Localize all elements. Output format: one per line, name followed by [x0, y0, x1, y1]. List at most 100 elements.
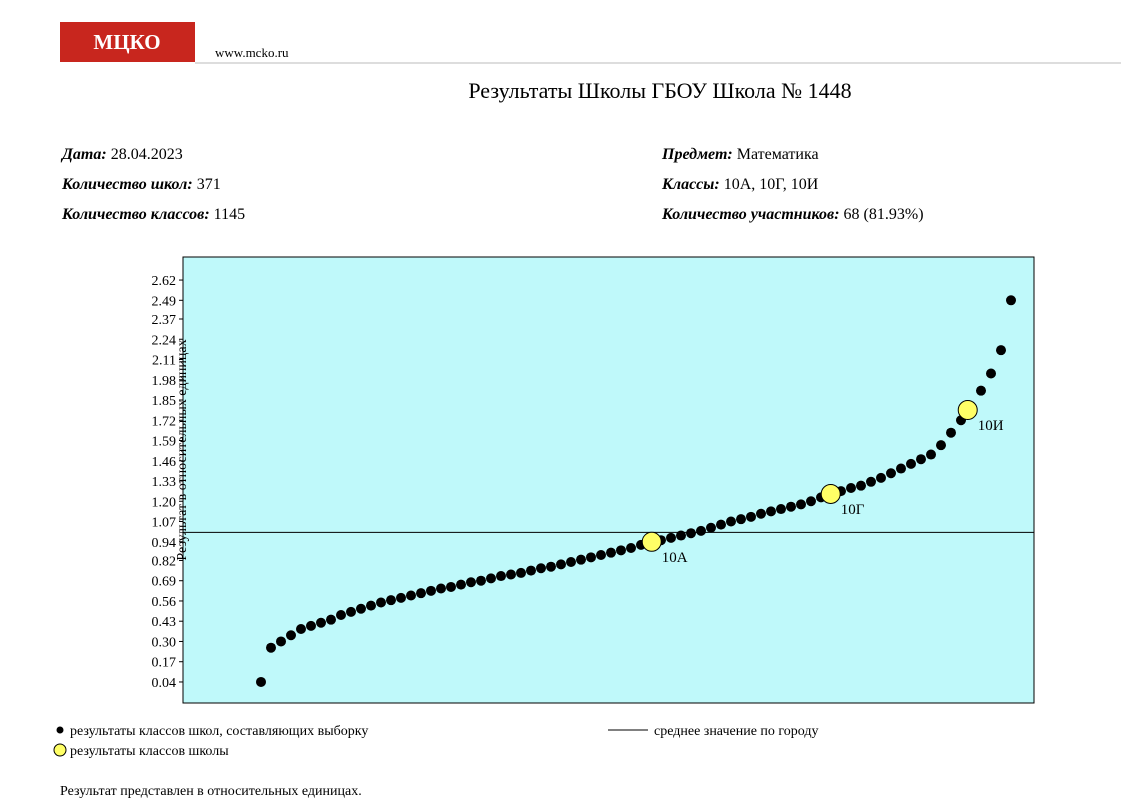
sample-point	[566, 557, 576, 568]
info-value: 10А, 10Г, 10И	[724, 176, 819, 193]
sample-point	[756, 508, 766, 519]
legend-sample: результаты классов школ, составляющих вы…	[70, 724, 368, 739]
y-tick-label: 1.72	[152, 414, 177, 429]
school-label: 10И	[978, 418, 1004, 434]
sample-point	[696, 525, 706, 536]
sample-point	[686, 528, 696, 539]
sample-point	[866, 476, 876, 487]
footer-note: Результат представлен в относительных ед…	[60, 784, 362, 799]
sample-point	[976, 385, 986, 396]
sample-point	[396, 592, 406, 603]
logo: МЦКО	[93, 30, 160, 54]
y-tick-label: 1.59	[152, 435, 177, 450]
url: www.mcko.ru	[215, 45, 289, 60]
y-tick-label: 0.56	[152, 595, 177, 610]
y-axis-label: Результат в относительных единицах	[175, 339, 190, 560]
y-tick-label: 0.30	[152, 635, 177, 650]
sample-point	[256, 676, 266, 687]
sample-point	[306, 620, 316, 631]
sample-point	[316, 617, 326, 628]
info-line: Предмет: Математика	[661, 146, 819, 163]
sample-point	[796, 499, 806, 510]
sample-point	[586, 552, 596, 563]
sample-point	[456, 579, 466, 590]
info-line: Количество классов: 1145	[61, 206, 245, 223]
legend-dot	[56, 726, 64, 734]
school-label: 10Г	[841, 502, 865, 518]
y-tick-label: 2.37	[152, 313, 177, 328]
sample-point	[936, 440, 946, 451]
school-point	[641, 531, 662, 552]
info-label: Классы:	[661, 176, 720, 193]
sample-point	[606, 547, 616, 558]
sample-point	[576, 554, 586, 565]
sample-point	[766, 506, 776, 517]
info-value: 68 (81.93%)	[844, 206, 924, 223]
sample-point	[726, 516, 736, 527]
sample-point	[446, 581, 456, 592]
info-value: 1145	[214, 206, 245, 223]
sample-point	[556, 559, 566, 570]
sample-point	[486, 573, 496, 584]
y-tick-label: 2.24	[152, 333, 177, 348]
info-label: Количество классов:	[61, 206, 210, 223]
sample-point	[366, 600, 376, 611]
info-line: Дата: 28.04.2023	[60, 146, 183, 163]
sample-point	[406, 590, 416, 601]
sample-point	[426, 585, 436, 596]
info-label: Количество школ:	[61, 176, 193, 193]
sample-point	[746, 511, 756, 522]
sample-point	[526, 565, 536, 576]
sample-point	[1006, 295, 1016, 306]
legend-school: результаты классов школы	[70, 744, 229, 759]
sample-point	[846, 483, 856, 494]
sample-point	[346, 606, 356, 617]
plot-area	[182, 256, 1035, 704]
sample-point	[326, 614, 336, 625]
info-value: 371	[197, 176, 221, 193]
sample-point	[876, 472, 886, 483]
sample-point	[736, 514, 746, 525]
sample-point	[946, 427, 956, 438]
chart: 0.04 0.17 0.30 0.43 0.56 0.69 0.82 0.94 1.07 1.20…	[152, 256, 1035, 704]
legend-mean: среднее значение по городу	[654, 724, 819, 739]
y-tick-label: 0.04	[152, 676, 177, 691]
sample-point	[336, 609, 346, 620]
info-label: Предмет:	[661, 146, 733, 163]
sample-point	[296, 624, 306, 635]
sample-point	[436, 583, 446, 594]
sample-point	[356, 603, 366, 614]
sample-point	[776, 504, 786, 515]
sample-point	[896, 463, 906, 474]
y-tick-label: 1.98	[152, 374, 177, 389]
sample-point	[806, 496, 816, 507]
info-line: Количество участников: 68 (81.93%)	[661, 206, 924, 223]
info-line: Количество школ: 371	[61, 176, 221, 193]
title: Результаты Школы ГБОУ Школа № 1448	[468, 78, 851, 103]
logo-box	[60, 22, 195, 62]
info-label: Количество участников:	[661, 206, 840, 223]
y-tick-label: 0.69	[152, 575, 177, 590]
sample-point	[786, 501, 796, 512]
sample-point	[886, 468, 896, 479]
sample-point	[616, 545, 626, 556]
sample-point	[386, 595, 396, 606]
school-point	[820, 483, 841, 504]
sample-point	[856, 480, 866, 491]
sample-point	[906, 458, 916, 469]
y-tick-label: 2.49	[152, 294, 177, 309]
sample-point	[706, 522, 716, 533]
y-tick-label: 1.07	[152, 516, 177, 531]
sample-point	[596, 550, 606, 561]
y-tick-label: 2.62	[152, 274, 177, 289]
y-tick-label: 2.11	[152, 354, 176, 369]
y-tick-label: 1.85	[152, 394, 177, 409]
sample-point	[286, 630, 296, 641]
sample-point	[666, 532, 676, 543]
sample-point	[916, 454, 926, 465]
sample-point	[996, 345, 1006, 356]
sample-point	[676, 530, 686, 541]
